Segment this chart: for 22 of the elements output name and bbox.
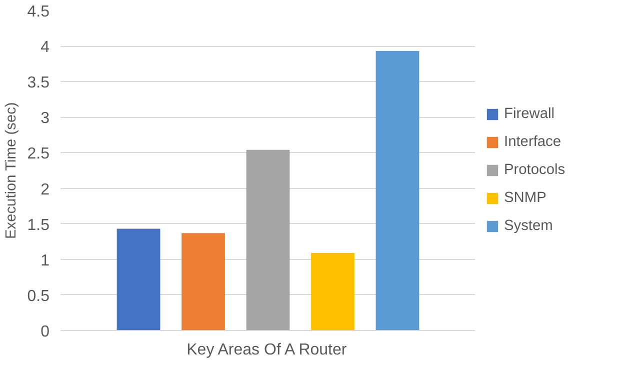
bar	[311, 252, 354, 330]
y-tick-label: 1.5	[27, 216, 50, 234]
y-tick-label: 0.5	[27, 288, 50, 305]
x-tick-label: Key Areas Of A Router	[186, 342, 348, 358]
y-tick-label: 0	[40, 324, 50, 340]
legend-label: System	[504, 218, 553, 234]
y-tick-label: 1	[40, 252, 50, 270]
legend-label: Interface	[504, 134, 562, 150]
y-tick-label: 4.5	[27, 4, 50, 20]
y-tick-label: 4	[40, 39, 50, 56]
bar	[246, 150, 290, 330]
bar	[116, 228, 160, 330]
legend-label: Protocols	[504, 162, 566, 178]
bar	[376, 51, 420, 330]
legend-label: SNMP	[504, 190, 546, 206]
y-tick-label: 3	[40, 110, 50, 128]
y-axis-title: Execution Time (sec)	[3, 102, 20, 240]
y-tick-label: 2	[40, 181, 50, 198]
bar	[182, 233, 225, 330]
y-tick-label: 2.5	[27, 146, 50, 163]
legend-label: Firewall	[504, 106, 554, 122]
y-tick-label: 3.5	[27, 74, 50, 92]
